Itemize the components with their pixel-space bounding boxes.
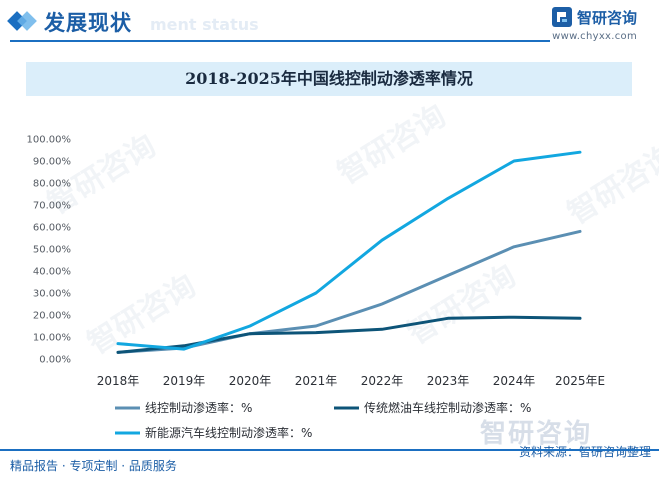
y-tick-label: 90.00% xyxy=(33,157,71,168)
y-tick-label: 40.00% xyxy=(33,267,71,278)
y-tick-label: 70.00% xyxy=(33,201,71,212)
x-axis: 2018年 2019年 2020年 2021年 2022年 2023年 2024年 2025年… xyxy=(97,374,605,388)
y-tick-label: 60.00% xyxy=(33,223,71,234)
legend-label: 新能源汽车线控制动渗透率：% xyxy=(145,425,312,440)
y-tick-label: 80.00% xyxy=(33,179,71,190)
series-lines xyxy=(116,150,582,354)
x-tick-label: 2023年 xyxy=(427,374,470,388)
x-tick-label: 2019年 xyxy=(163,374,206,388)
brand: 智研咨询 xyxy=(551,6,637,28)
brand-url: www.chyxx.com xyxy=(552,31,637,42)
x-tick-label: 2022年 xyxy=(361,374,404,388)
header-subtitle-watermark: ment status xyxy=(150,15,259,34)
y-tick-label: 10.00% xyxy=(33,333,71,344)
x-tick-label: 2020年 xyxy=(229,374,272,388)
y-tick-label: 30.00% xyxy=(33,289,71,300)
x-tick-label: 2018年 xyxy=(97,374,140,388)
brand-name: 智研咨询 xyxy=(576,8,637,27)
chart-title: 2018-2025年中国线控制动渗透率情况 xyxy=(185,69,473,88)
footer-divider xyxy=(0,449,659,451)
header: ment status 发展现状 智研咨询 www.chyxx.com xyxy=(0,0,659,46)
chart-title-band: 2018-2025年中国线控制动渗透率情况 xyxy=(26,62,632,96)
brand-logo-icon xyxy=(551,7,572,27)
y-tick-label: 50.00% xyxy=(33,245,71,256)
y-tick-label: 0.00% xyxy=(39,355,71,366)
x-tick-label: 2024年 xyxy=(493,374,536,388)
header-divider xyxy=(10,40,550,42)
section-title: 发展现状 xyxy=(44,11,132,35)
y-axis: 0.00% 10.00% 20.00% 30.00% 40.00% 50.00% 60.00… xyxy=(27,135,72,366)
source-text: 资料来源：智研咨询整理 xyxy=(518,445,651,459)
watermark-large: 智研咨询 xyxy=(480,419,593,449)
series-line-1 xyxy=(116,229,582,354)
x-tick-label: 2025年E xyxy=(555,374,605,388)
legend: 线控制动渗透率：% 传统燃油车线控制动渗透率：% 新能源汽车线控制动渗透率：% xyxy=(115,400,531,440)
series-line-3 xyxy=(116,150,582,351)
x-tick-label: 2021年 xyxy=(295,374,338,388)
legend-label: 传统燃油车线控制动渗透率：% xyxy=(364,400,531,415)
y-tick-label: 20.00% xyxy=(33,311,71,322)
footer-slogan: 精品报告 · 专项定制 · 品质服务 xyxy=(10,459,177,473)
y-tick-label: 100.00% xyxy=(27,135,72,146)
legend-label: 线控制动渗透率：% xyxy=(145,400,252,415)
